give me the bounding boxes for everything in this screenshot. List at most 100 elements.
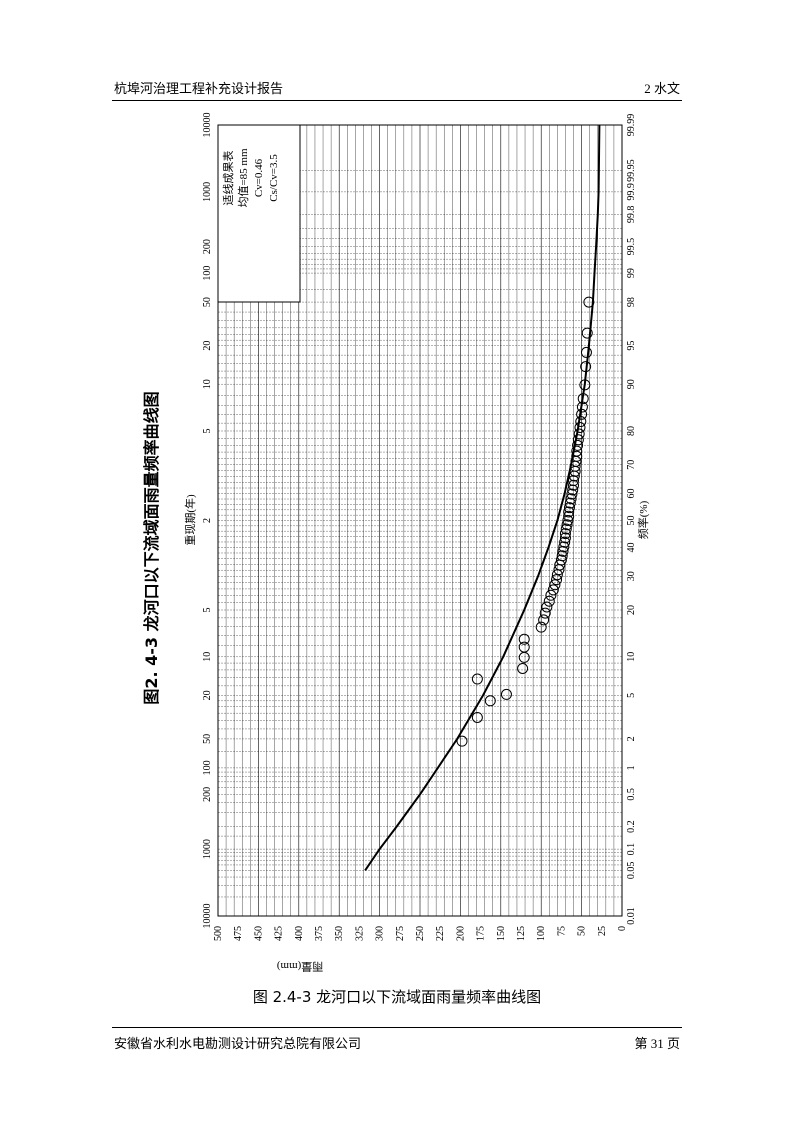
observed-point: [571, 445, 583, 457]
observed-point: [484, 695, 496, 707]
return-period-tick-label: 200: [202, 239, 213, 254]
observed-point: [471, 673, 483, 685]
observed-point: [563, 502, 575, 514]
return-period-tick-label: 50: [202, 297, 213, 307]
observed-point: [541, 601, 553, 613]
observed-point: [573, 428, 585, 440]
legend-text: 适线成果表: [221, 151, 235, 206]
observed-point: [567, 484, 579, 496]
y-tick-label: 125: [516, 926, 527, 941]
observed-point: [563, 506, 575, 518]
observed-point: [559, 532, 571, 544]
observed-point: [547, 584, 559, 596]
observed-point: [580, 346, 592, 358]
freq-tick-label: 5: [626, 693, 637, 698]
observed-point: [543, 595, 555, 607]
observed-point: [572, 434, 584, 446]
observed-point: [538, 614, 550, 626]
legend-box: [217, 124, 301, 303]
y-axis-label: 雨量(mm): [276, 960, 323, 973]
return-period-tick-label: 20: [202, 341, 213, 351]
freq-tick-label: 90: [626, 379, 637, 389]
observed-point: [539, 607, 551, 619]
freq-tick-label: 30: [626, 571, 637, 581]
observed-point: [574, 422, 586, 434]
y-tick-label: 450: [253, 926, 264, 941]
freq-tick-label: 10: [626, 652, 637, 662]
legend-text: Cv=0.46: [253, 158, 265, 197]
header-chapter: 2 水文: [644, 81, 680, 96]
observed-point: [576, 401, 588, 413]
observed-point: [549, 579, 561, 591]
observed-point: [518, 633, 530, 645]
freq-tick-label: 0.01: [626, 907, 637, 925]
return-period-tick-label: 1000: [202, 182, 213, 202]
y-tick-label: 50: [577, 926, 588, 936]
y-tick-label: 275: [395, 926, 406, 941]
observed-point: [456, 735, 468, 747]
freq-tick-label: 20: [626, 605, 637, 615]
return-period-tick-label: 5: [202, 428, 213, 433]
y-tick-label: 0: [617, 926, 628, 931]
freq-tick-label: 80: [626, 426, 637, 436]
footer-rule: [112, 1027, 682, 1028]
return-period-tick-label: 100: [202, 760, 213, 775]
observed-point: [560, 523, 572, 535]
observed-point: [500, 688, 512, 700]
observed-point: [559, 528, 571, 540]
freq-tick-label: 2: [626, 736, 637, 741]
freq-tick-label: 0.2: [626, 820, 637, 833]
observed-point: [583, 296, 595, 308]
observed-point: [518, 651, 530, 663]
x2-axis-label: 重现期(年): [183, 494, 197, 546]
observed-point: [576, 408, 588, 420]
return-period-tick-label: 200: [202, 787, 213, 802]
chart-axes: [217, 124, 623, 917]
return-period-tick-label: 5: [202, 608, 213, 613]
chart-titles: 频率(%) 重现期(年) 雨量(mm) 图2. 4-3 龙河口以下流域面雨量频率曲线图: [142, 391, 650, 973]
observed-point: [517, 663, 529, 675]
observed-point: [566, 488, 578, 500]
y-tick-label: 200: [455, 926, 466, 941]
observed-point: [545, 589, 557, 601]
return-period-tick-label: 10: [202, 379, 213, 389]
freq-tick-label: 99.5: [626, 238, 637, 256]
y-tick-label: 350: [334, 926, 345, 941]
observed-point: [555, 554, 567, 566]
observed-point: [575, 416, 587, 428]
return-period-tick-label: 10: [202, 652, 213, 662]
y-tick-label: 475: [233, 926, 244, 941]
observed-point: [572, 439, 584, 451]
observed-point: [558, 541, 570, 553]
observed-point: [581, 327, 593, 339]
y-tick-label: 375: [314, 926, 325, 941]
chart-title: 图2. 4-3 龙河口以下流域面雨量频率曲线图: [142, 391, 161, 704]
freq-tick-label: 0.1: [626, 843, 637, 856]
y-tick-label: 250: [415, 926, 426, 941]
freq-tick-label: 40: [626, 542, 637, 552]
freq-tick-label: 99.8: [626, 206, 637, 224]
observed-point: [568, 479, 580, 491]
freq-tick-label: 50: [626, 516, 637, 526]
y-tick-label: 300: [375, 926, 386, 941]
y-tick-label: 500: [213, 926, 224, 941]
observed-point: [559, 536, 571, 548]
y-tick-label: 25: [597, 926, 608, 936]
figure-caption: 图 2.4-3 龙河口以下流域面雨量频率曲线图: [252, 988, 542, 1006]
y-tick-label: 75: [556, 926, 567, 936]
y-tick-label: 100: [536, 926, 547, 941]
observed-point: [557, 545, 569, 557]
freq-tick-label: 70: [626, 460, 637, 470]
observed-point: [579, 379, 591, 391]
observed-point: [562, 515, 574, 526]
return-period-tick-label: 10000: [202, 113, 213, 138]
fitted-curve-line: [364, 124, 601, 871]
footer-page-number: 第 31 页: [634, 1036, 680, 1051]
observed-point: [535, 621, 547, 633]
header-report-title: 杭埠河治理工程补充设计报告: [114, 81, 284, 96]
plot-frame: [217, 124, 623, 917]
observed-point: [471, 711, 483, 723]
return-period-tick-label: 1000: [202, 839, 213, 859]
footer-company: 安徽省水利水电勘测设计研究总院有限公司: [114, 1036, 362, 1051]
observed-point: [564, 497, 576, 509]
